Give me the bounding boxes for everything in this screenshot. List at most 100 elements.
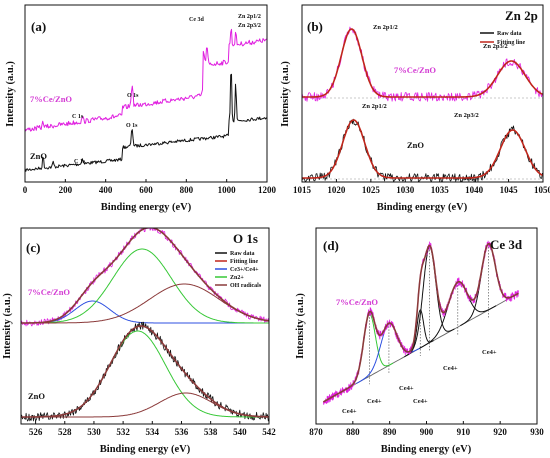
panel-b-title: Zn 2p [505,8,538,23]
panel-b-annotation-zn2p12-top: Zn 2p1/2 [373,24,398,31]
panel-a-x-ticks: 0 200 400 600 800 1000 1200 [23,179,277,195]
panel-d-annotation-ce4-3: Ce4+ [399,385,414,392]
panel-b: 1015 1020 1025 1030 1035 1040 1045 1050 (b) Zn … [280,4,550,213]
panel-b-annotation-zn2p32-top: Zn 2p3/2 [483,43,508,50]
panel-a-annotation-zn2p12: Zn 2p1/2 [238,14,261,20]
panel-d-annotation-ce4-4: Ce4+ [413,398,428,405]
panel-b-sample-label-2: ZnO [407,140,424,150]
panel-a-annotation-c1s-bottom: C 1s [74,159,86,165]
panel-c-x-axis-label: Binding energy (eV) [100,444,191,455]
panel-d-annotation-ce4-1: Ce4+ [342,408,357,415]
ce-zno-survey-series [25,28,267,132]
legend-c-raw-label: Raw data [230,251,255,257]
panel-d-plot-area [322,240,519,405]
legend-fitting-line-label: Fitting line [497,40,526,46]
panel-b-plot-area [302,26,543,182]
panel-c-legend: Raw data Fitting line Ce3+/Ce4+ Zn2+ OH … [215,251,262,289]
panel-a-tick-label: 600 [139,185,153,195]
panel-a-annotation-o1s-top: O 1s [127,93,139,99]
c-ce-zno-zn-component [21,248,269,324]
panel-d-annotation-ce4-5: Ce4+ [443,365,458,372]
ce3d-fit-series [322,242,519,403]
ce3d-raw-series [323,240,519,405]
panel-a-y-axis-label: Intensity (a.u.) [5,61,16,127]
legend-raw-data-label: Raw data [497,31,522,37]
legend-c-zn-label: Zn2+ [230,275,244,281]
panel-c-tick-label: 532 [116,427,130,437]
panel-a-sample-label-2: ZnO [30,151,47,161]
panel-b-x-axis-label: Binding energy (eV) [377,202,468,213]
ce-zno-fit-series [302,28,543,98]
panel-d-title: Ce 3d [490,237,523,252]
panel-c-tick-label: 526 [29,427,43,437]
panel-c-tick-label: 534 [146,427,160,437]
panel-d-tick-label: 910 [457,427,471,437]
panel-c-tick-label: 538 [204,427,218,437]
panel-a-annotation-c1s-top: C 1s [72,114,84,120]
panel-a-tick-label: 0 [23,185,28,195]
zno-fit-series [302,119,543,179]
panel-d-annotation-ce4-6: Ce4+ [482,349,497,356]
c-zno-oh-component [21,392,269,418]
panel-b-tick-label: 1020 [327,185,346,195]
panel-a-tick-label: 1200 [258,185,277,195]
panel-d-tick-label: 870 [309,427,323,437]
panel-c-tick-label: 542 [262,427,276,437]
panel-c-tick-label: 528 [58,427,72,437]
legend-c-oh-label: OH radicals [230,283,262,289]
panel-b-tick-label: 1045 [500,185,519,195]
panel-c-tick-label: 530 [87,427,101,437]
c-zno-fit-series [21,325,269,418]
panel-c-plot-area [21,228,269,422]
panel-b-tick-label: 1015 [293,185,312,195]
panel-b-annotation-zn2p32-bottom: Zn 2p3/2 [454,112,479,119]
panel-d-tick-label: 930 [530,427,544,437]
panel-b-x-ticks: 1015 1020 1025 1030 1035 1040 1045 1050 [293,179,550,195]
panel-c-y-axis-label: Intensity (a.u.) [2,293,13,359]
panel-b-tick-label: 1030 [396,185,415,195]
panel-a-tick-label: 1000 [218,185,237,195]
panel-d-tick-label: 880 [346,427,360,437]
panel-a-plot-area [25,28,267,172]
panel-c-x-ticks: 526 528 530 532 534 536 538 540 542 [29,421,276,437]
panel-c-sample-label-2: ZnO [28,391,45,401]
panel-b-y-axis-label: Intensity (a.u.) [280,61,291,127]
panel-d-tick-label: 890 [383,427,397,437]
legend-c-fit-label: Fitting line [230,259,259,265]
panel-b-frame [301,4,544,183]
znO-survey-series [25,73,267,172]
panel-d-x-axis-label: Binding energy (eV) [381,444,472,455]
panel-b-label: (b) [307,19,323,34]
panel-a-tick-label: 200 [59,185,73,195]
panel-a-sample-label-1: 7%Ce/ZnO [30,94,72,104]
panel-a-annotation-ce3d: Ce 3d [189,17,204,23]
panel-c-label: (c) [26,240,40,255]
c-zno-raw-series [21,321,269,422]
panel-c-title: O 1s [233,231,258,246]
panel-a-tick-label: 800 [180,185,194,195]
panel-d: 870 880 890 900 910 920 930 (d) Ce 3d 7%Ce/ZnO… [295,227,544,455]
panel-c-sample-label-1: 7%Ce/ZnO [28,287,70,297]
panel-b-sample-label-1: 7%Ce/ZnO [394,65,436,75]
panel-d-x-ticks: 870 880 890 900 910 920 930 [309,421,544,437]
panel-d-label: (d) [323,238,339,253]
panel-d-tick-label: 900 [420,427,434,437]
panel-d-sample-label-1: 7%Ce/ZnO [336,297,378,307]
panel-c-frame [20,227,270,425]
c-ce-zno-ce-component [21,300,269,324]
c-ce-zno-oh-component [21,283,269,324]
panel-a: 0 200 400 600 800 1000 1200 (a) 7%Ce/ZnO ZnO C… [5,4,277,213]
panel-c: 526 528 530 532 534 536 538 540 542 (c) O 1s Raw… [2,227,276,455]
panel-b-tick-label: 1025 [362,185,381,195]
panel-a-annotation-zn2p32: Zn 2p3/2 [238,23,261,29]
panel-b-tick-label: 1050 [534,185,550,195]
panel-d-tick-label: 920 [493,427,507,437]
panel-c-tick-label: 536 [175,427,189,437]
legend-c-ce-label: Ce3+/Ce4+ [230,267,259,273]
panel-a-label: (a) [31,19,46,34]
panel-b-legend: Raw data Fitting line [480,31,526,46]
zno-raw-series [302,118,543,182]
panel-a-x-axis-label: Binding energy (eV) [101,202,192,213]
c-zno-zn-component [21,330,269,418]
panel-b-tick-label: 1035 [431,185,450,195]
